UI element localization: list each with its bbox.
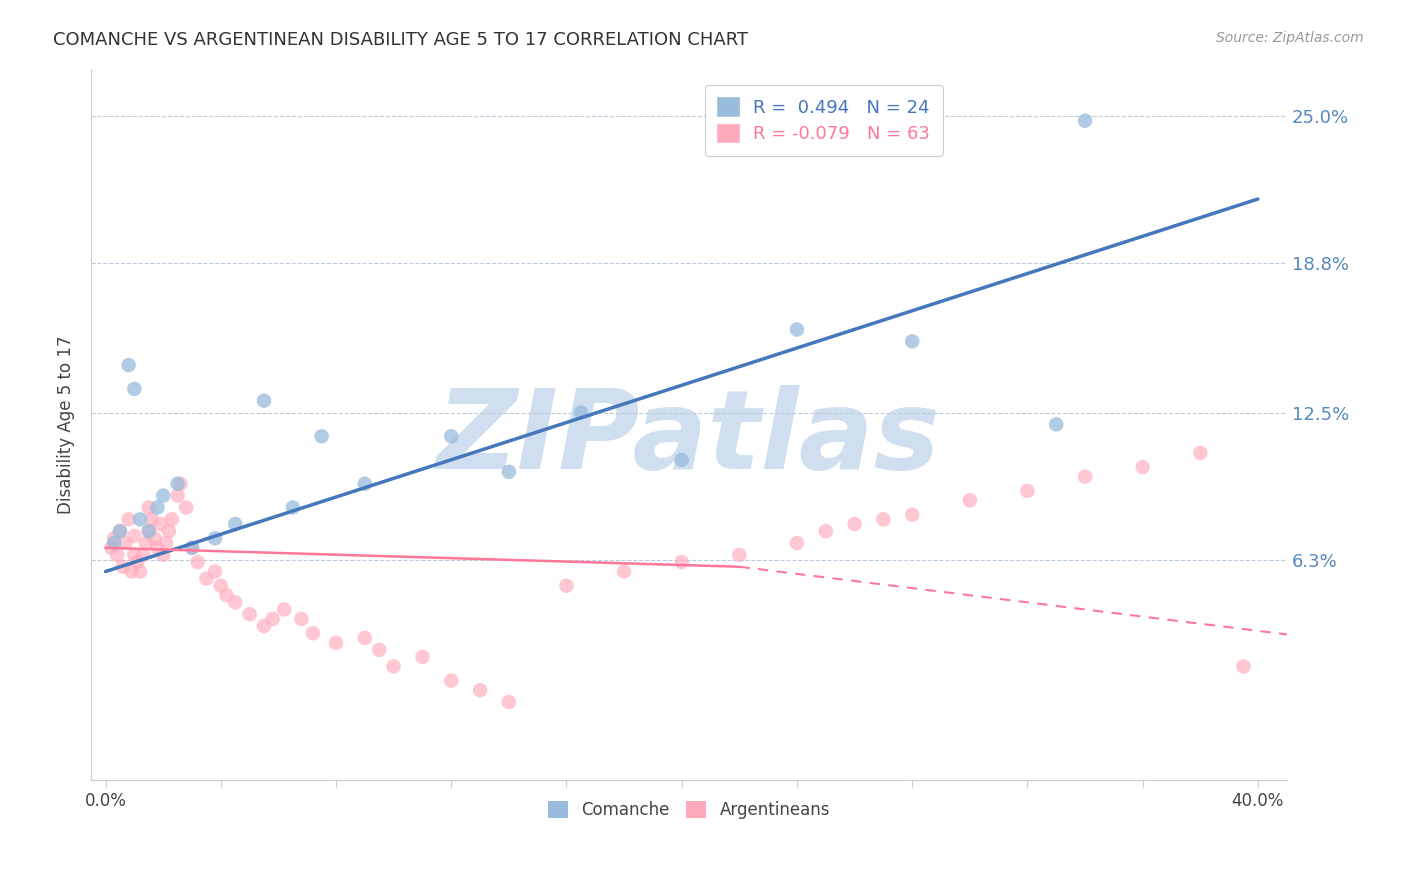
Point xyxy=(166,489,188,503)
Point xyxy=(368,642,391,657)
Point xyxy=(786,322,808,336)
Point xyxy=(149,517,172,532)
Point xyxy=(138,524,160,538)
Point xyxy=(273,602,295,616)
Point xyxy=(311,429,333,443)
Point xyxy=(157,524,180,538)
Point xyxy=(290,612,312,626)
Point xyxy=(160,512,183,526)
Legend: Comanche, Argentineans: Comanche, Argentineans xyxy=(541,794,837,825)
Point xyxy=(166,476,188,491)
Text: ZIPatlas: ZIPatlas xyxy=(437,385,941,492)
Point xyxy=(132,548,155,562)
Point xyxy=(209,579,232,593)
Point xyxy=(117,358,139,372)
Point xyxy=(1189,446,1212,460)
Point xyxy=(239,607,262,622)
Point xyxy=(204,565,226,579)
Text: Source: ZipAtlas.com: Source: ZipAtlas.com xyxy=(1216,31,1364,45)
Point xyxy=(281,500,304,515)
Point xyxy=(1045,417,1067,432)
Point xyxy=(138,524,160,538)
Point xyxy=(174,500,197,515)
Point xyxy=(124,548,146,562)
Point xyxy=(195,572,218,586)
Point xyxy=(129,512,152,526)
Point xyxy=(382,659,405,673)
Point xyxy=(1017,483,1039,498)
Point xyxy=(786,536,808,550)
Point xyxy=(671,453,693,467)
Point xyxy=(959,493,981,508)
Point xyxy=(135,536,157,550)
Point xyxy=(498,695,520,709)
Point xyxy=(114,536,136,550)
Point xyxy=(127,555,149,569)
Point xyxy=(129,565,152,579)
Point xyxy=(152,548,174,562)
Point xyxy=(224,595,246,609)
Point xyxy=(411,649,433,664)
Point xyxy=(100,541,122,555)
Text: COMANCHE VS ARGENTINEAN DISABILITY AGE 5 TO 17 CORRELATION CHART: COMANCHE VS ARGENTINEAN DISABILITY AGE 5… xyxy=(53,31,748,49)
Point xyxy=(187,555,209,569)
Point xyxy=(555,579,578,593)
Point xyxy=(440,429,463,443)
Point xyxy=(204,531,226,545)
Point xyxy=(138,500,160,515)
Point xyxy=(108,524,131,538)
Point xyxy=(353,631,375,645)
Point xyxy=(152,489,174,503)
Point xyxy=(103,531,125,545)
Point xyxy=(121,565,143,579)
Point xyxy=(569,405,592,419)
Point xyxy=(181,541,204,555)
Point xyxy=(181,541,204,555)
Point xyxy=(440,673,463,688)
Point xyxy=(253,619,276,633)
Point xyxy=(353,476,375,491)
Point xyxy=(671,555,693,569)
Point xyxy=(262,612,284,626)
Point xyxy=(146,500,169,515)
Point xyxy=(124,529,146,543)
Point xyxy=(146,541,169,555)
Point xyxy=(728,548,751,562)
Point xyxy=(1132,460,1154,475)
Point xyxy=(253,393,276,408)
Point xyxy=(1074,469,1097,483)
Point xyxy=(224,517,246,532)
Point xyxy=(169,476,191,491)
Point xyxy=(105,548,128,562)
Point xyxy=(1074,113,1097,128)
Point xyxy=(901,334,924,349)
Point xyxy=(613,565,636,579)
Point xyxy=(141,512,163,526)
Y-axis label: Disability Age 5 to 17: Disability Age 5 to 17 xyxy=(58,335,75,514)
Point xyxy=(325,636,347,650)
Point xyxy=(901,508,924,522)
Point xyxy=(1232,659,1254,673)
Point xyxy=(103,536,125,550)
Point xyxy=(302,626,325,640)
Point xyxy=(814,524,837,538)
Point xyxy=(872,512,894,526)
Point xyxy=(215,588,238,602)
Point xyxy=(468,683,491,698)
Point xyxy=(111,559,134,574)
Point xyxy=(108,524,131,538)
Point xyxy=(143,531,166,545)
Point xyxy=(155,536,177,550)
Point xyxy=(117,512,139,526)
Point xyxy=(124,382,146,396)
Point xyxy=(844,517,866,532)
Point xyxy=(498,465,520,479)
